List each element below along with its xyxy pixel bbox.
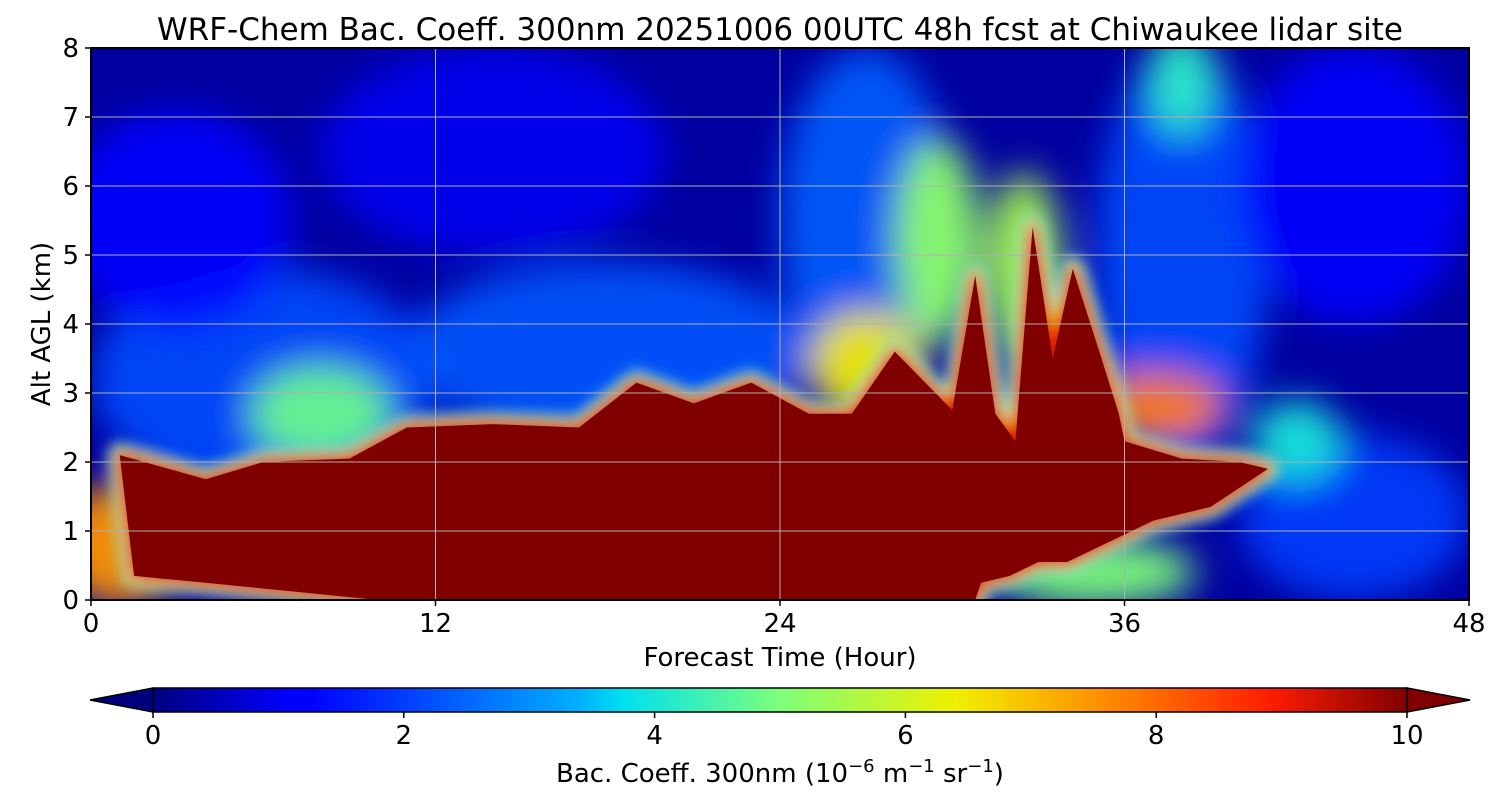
- colorbar: 0 2 4 6 8 10 Bac. Coeff. 300nm (10−6 m−1 sr−1…: [89, 687, 1471, 789]
- colorbar-gradient: [152, 687, 1408, 713]
- field-layer: [91, 48, 1469, 600]
- field-feature: [1147, 48, 1217, 138]
- y-tick-label: 1: [62, 517, 79, 547]
- y-tick-label: 8: [62, 34, 79, 64]
- saturated-region: [119, 227, 1269, 600]
- colorbar-tick-label: 10: [1390, 721, 1423, 751]
- y-tick-label: 5: [62, 241, 79, 271]
- y-tick-label: 3: [62, 379, 79, 409]
- colorbar-extend-high: [1406, 687, 1471, 713]
- field-feature: [894, 137, 981, 345]
- chart-title: WRF-Chem Bac. Coeff. 300nm 20251006 00UT…: [157, 12, 1403, 48]
- colorbar-tick-label: 8: [1148, 721, 1165, 751]
- colorbar-tick-label: 6: [897, 721, 914, 751]
- y-tick-label: 7: [62, 103, 79, 133]
- y-tick-label: 0: [62, 586, 79, 616]
- colorbar-tick-label: 0: [145, 721, 162, 751]
- x-tick-label: 12: [419, 609, 452, 639]
- y-axis: 0 1 2 3 4 5 6 7 8: [62, 34, 91, 616]
- x-tick-label: 36: [1108, 609, 1141, 639]
- plot-area: [91, 48, 1469, 600]
- saturated-core-layer: [119, 227, 1269, 600]
- colorbar-label: Bac. Coeff. 300nm (10−6 m−1 sr−1): [556, 756, 1004, 789]
- x-tick-label: 0: [83, 609, 100, 639]
- colorbar-extend-low: [89, 687, 154, 713]
- colorbar-tick-label: 4: [646, 721, 663, 751]
- y-tick-label: 6: [62, 172, 79, 202]
- field-feature: [248, 365, 393, 463]
- x-tick-label: 48: [1452, 609, 1485, 639]
- y-tick-label: 2: [62, 448, 79, 478]
- y-axis-label: Alt AGL (km): [27, 242, 57, 406]
- x-axis: 0 12 24 36 48: [83, 600, 1486, 639]
- grid-layer: [91, 48, 1469, 600]
- colorbar-ticks: 0 2 4 6 8 10: [145, 712, 1424, 751]
- x-tick-label: 24: [763, 609, 796, 639]
- field-blob: [320, 48, 666, 255]
- field-blob: [91, 110, 292, 331]
- colorbar-tick-label: 2: [396, 721, 413, 751]
- x-axis-label: Forecast Time (Hour): [643, 643, 916, 673]
- y-tick-label: 4: [62, 310, 79, 340]
